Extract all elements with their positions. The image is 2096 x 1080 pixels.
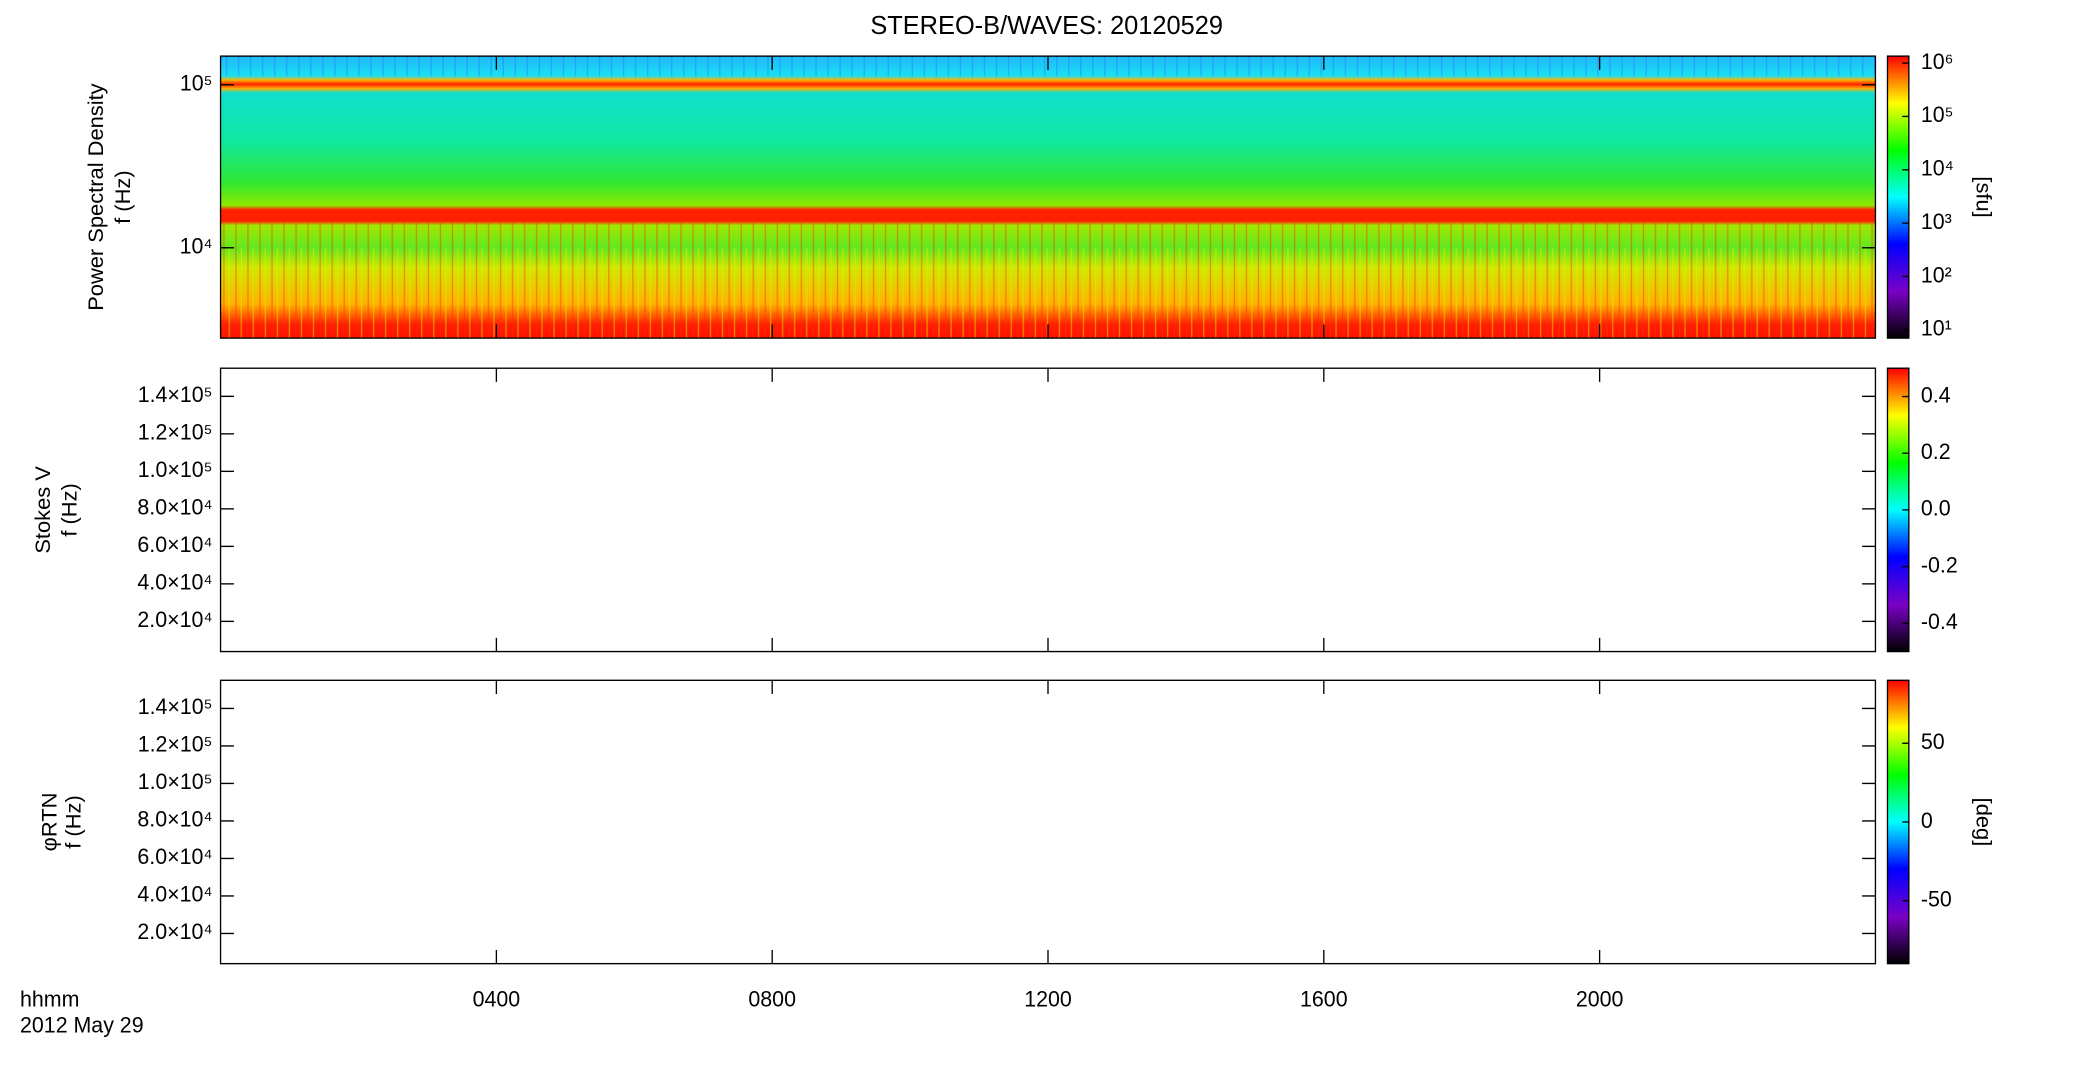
y-axis-label: Power Spectral Density xyxy=(83,83,108,311)
y-tick-label: 1.2×10⁵ xyxy=(138,419,213,444)
plot-frame xyxy=(219,679,1877,965)
y-tick-label: 6.0×10⁴ xyxy=(137,532,212,557)
y-tick-label: 6.0×10⁴ xyxy=(137,844,212,869)
plot-frame xyxy=(219,367,1877,653)
colorbar-tick-label: -50 xyxy=(1921,886,1952,911)
colorbar-tick-label: 0.0 xyxy=(1921,495,1951,520)
colorbar xyxy=(1886,55,1910,339)
y-axis-label: Stokes V xyxy=(30,466,55,554)
y-tick-label: 2.0×10⁴ xyxy=(137,607,212,632)
y-tick-label: 1.2×10⁵ xyxy=(138,731,213,756)
x-tick-label: 2000 xyxy=(1576,986,1624,1011)
y-axis-label: f (Hz) xyxy=(61,795,86,848)
x-axis-label: 2012 May 29 xyxy=(20,1012,144,1037)
y-axis-label: φRTN xyxy=(37,793,62,852)
colorbar-label: [deg] xyxy=(1972,798,1997,847)
y-tick-label: 8.0×10⁴ xyxy=(137,806,212,831)
colorbar-tick-label: 10⁴ xyxy=(1921,155,1954,180)
x-tick-label: 0800 xyxy=(748,986,796,1011)
colorbar-tick-label: 10⁵ xyxy=(1921,102,1954,127)
y-tick-label: 1.0×10⁵ xyxy=(138,769,213,794)
y-axis-label: f (Hz) xyxy=(110,170,135,223)
y-tick-label: 1.4×10⁵ xyxy=(138,382,213,407)
y-tick-label: 10⁵ xyxy=(180,70,213,95)
x-tick-label: 1200 xyxy=(1024,986,1072,1011)
x-tick-label: 1600 xyxy=(1300,986,1348,1011)
colorbar-tick-label: -0.4 xyxy=(1921,609,1958,634)
colorbar-tick-label: 10² xyxy=(1921,262,1952,287)
x-axis-label: hhmm xyxy=(20,986,79,1011)
y-tick-label: 4.0×10⁴ xyxy=(137,882,212,907)
y-tick-label: 1.0×10⁵ xyxy=(138,457,213,482)
spectrogram-texture xyxy=(220,56,1876,339)
colorbar-tick-label: 10¹ xyxy=(1921,315,1952,340)
colorbar-tick-label: 0.2 xyxy=(1921,439,1951,464)
y-tick-label: 1.4×10⁵ xyxy=(138,694,213,719)
x-tick-label: 0400 xyxy=(473,986,521,1011)
colorbar-tick-label: 0 xyxy=(1921,808,1933,833)
colorbar-label: [sfu] xyxy=(1972,176,1997,217)
chart-title: STEREO-B/WAVES: 20120529 xyxy=(870,12,1223,40)
y-tick-label: 10⁴ xyxy=(180,233,213,258)
colorbar-tick-label: 10³ xyxy=(1921,209,1952,234)
colorbar-tick-label: 0.4 xyxy=(1921,382,1951,407)
y-axis-label: f (Hz) xyxy=(57,483,82,536)
y-tick-label: 8.0×10⁴ xyxy=(137,494,212,519)
colorbar-tick-label: 50 xyxy=(1921,729,1945,754)
colorbar-tick-label: 10⁶ xyxy=(1921,49,1954,74)
y-tick-label: 2.0×10⁴ xyxy=(137,919,212,944)
colorbar-tick-label: -0.2 xyxy=(1921,552,1958,577)
y-tick-label: 4.0×10⁴ xyxy=(137,569,212,594)
